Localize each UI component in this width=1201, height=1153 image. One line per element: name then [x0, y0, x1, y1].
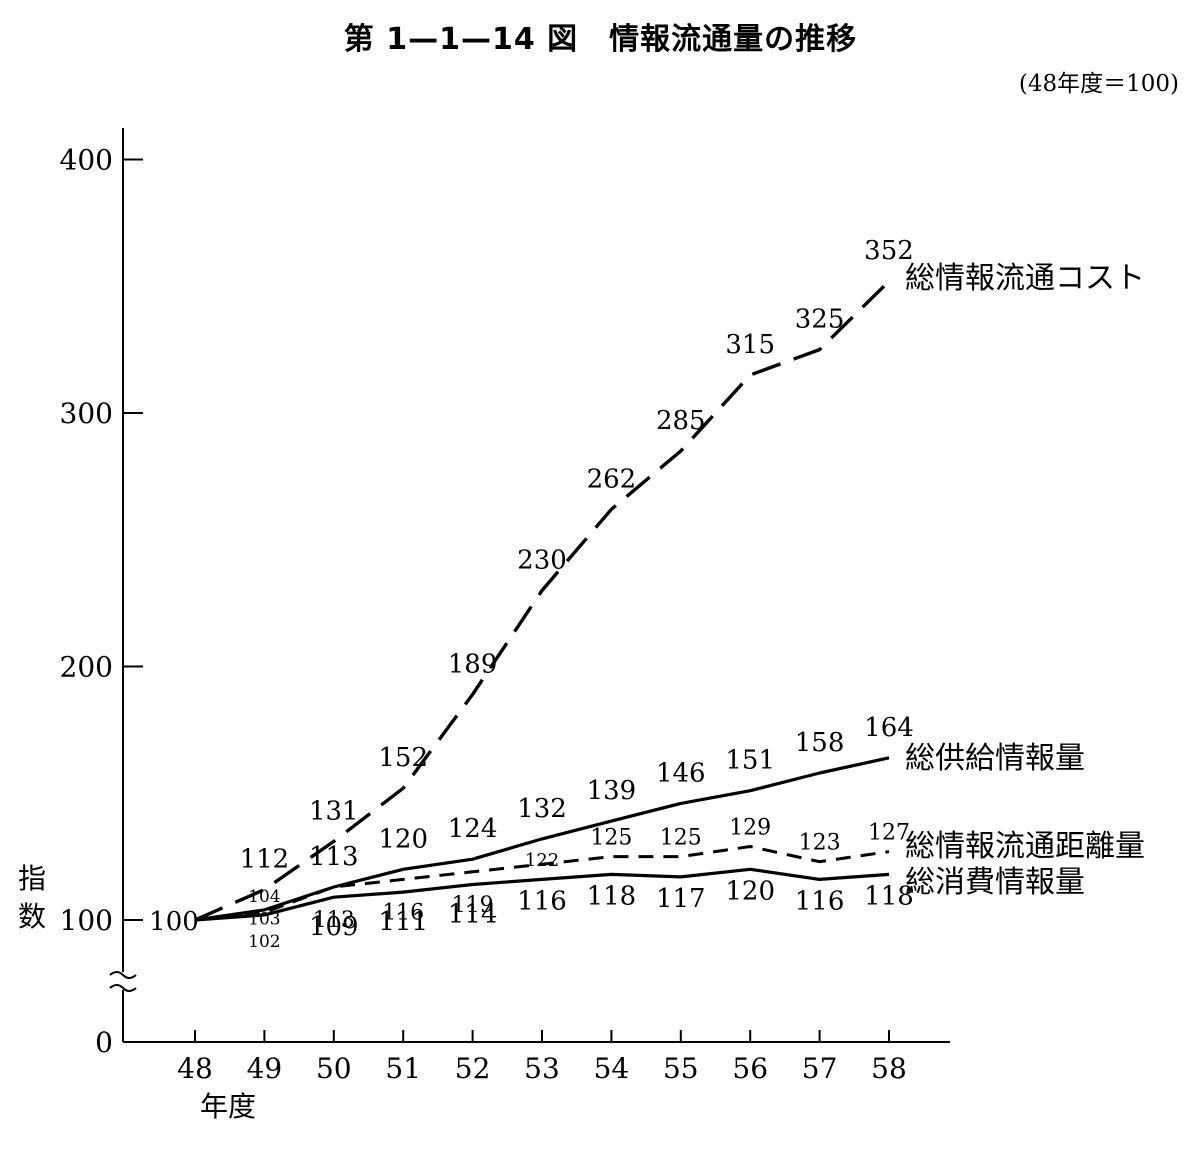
series-line — [194, 845, 890, 922]
data-label: 104 — [248, 887, 280, 907]
x-tick-label: 57 — [802, 1052, 838, 1085]
data-label: 113 — [309, 842, 359, 872]
data-label: 125 — [590, 826, 632, 851]
data-label: 113 — [313, 908, 355, 933]
data-label: 119 — [452, 893, 494, 918]
x-tick-label: 58 — [871, 1052, 907, 1085]
data-label: 100 — [149, 907, 199, 937]
data-label: 118 — [864, 881, 914, 911]
data-label: 116 — [382, 900, 424, 925]
series-name-label: 総消費情報量 — [905, 865, 1085, 900]
data-label: 230 — [517, 545, 567, 575]
x-tick-label: 53 — [524, 1052, 560, 1085]
data-label: 285 — [656, 406, 706, 436]
x-tick-label: 56 — [732, 1052, 768, 1085]
x-tick-label: 54 — [594, 1052, 630, 1085]
axis-break-mark-top — [109, 971, 137, 979]
y-tick-label: 0 — [95, 1026, 113, 1059]
data-label: 123 — [799, 831, 841, 856]
index-base-note: (48年度＝100) — [1018, 71, 1179, 97]
data-label: 151 — [725, 746, 775, 776]
y-tick-label: 100 — [60, 904, 113, 937]
series-name-label: 総情報流通コスト — [905, 261, 1145, 296]
series-name-label: 総情報流通距離量 — [905, 829, 1145, 864]
data-label: 131 — [309, 796, 359, 826]
y-tick-label: 200 — [60, 651, 113, 684]
data-label: 127 — [868, 821, 910, 846]
y-axis-title-char: 指 — [18, 862, 46, 895]
data-label: 315 — [725, 330, 775, 360]
data-label: 139 — [587, 776, 637, 806]
data-label: 129 — [729, 815, 771, 840]
data-label: 116 — [517, 886, 567, 916]
data-label: 120 — [378, 824, 428, 854]
x-tick-label: 48 — [177, 1052, 213, 1085]
data-label: 114 — [448, 900, 498, 930]
data-label: 189 — [448, 649, 498, 679]
data-label: 262 — [587, 464, 637, 494]
data-label: 117 — [656, 884, 706, 914]
series-lines — [194, 279, 891, 922]
data-label: 164 — [864, 713, 914, 743]
data-label: 146 — [656, 758, 706, 788]
data-label: 116 — [795, 886, 845, 916]
series-name-label: 総供給情報量 — [905, 741, 1085, 776]
x-tick-label: 52 — [455, 1052, 491, 1085]
data-label: 152 — [378, 743, 428, 773]
data-labels: 1001121311521892302622853153253521041131… — [149, 236, 914, 952]
data-label: 102 — [248, 932, 280, 952]
data-label: 158 — [795, 728, 845, 758]
x-tick-label: 51 — [385, 1052, 421, 1085]
data-label: 120 — [725, 876, 775, 906]
series-line — [194, 756, 890, 922]
y-tick-label: 300 — [60, 397, 113, 430]
x-axis-title: 年度 — [200, 1090, 256, 1123]
data-label: 124 — [448, 814, 498, 844]
chart-title: 第 1—1—14 図 情報流通量の推移 — [343, 22, 858, 57]
data-label: 132 — [517, 794, 567, 824]
data-label: 325 — [795, 305, 845, 335]
x-tick-label: 50 — [316, 1052, 352, 1085]
series-line — [194, 279, 891, 922]
y-axis-title-char: 数 — [18, 900, 46, 933]
data-label: 111 — [378, 907, 428, 937]
data-label: 112 — [240, 845, 290, 875]
data-label: 125 — [660, 826, 702, 851]
data-label: 122 — [525, 850, 559, 871]
data-label: 109 — [309, 912, 359, 942]
data-label: 103 — [248, 909, 280, 929]
data-label: 118 — [587, 881, 637, 911]
y-tick-label: 400 — [60, 144, 113, 177]
series-line — [194, 867, 890, 922]
x-tick-label: 55 — [663, 1052, 699, 1085]
axis-break-mark-bottom — [109, 984, 137, 992]
x-tick-label: 49 — [247, 1052, 283, 1085]
data-label: 352 — [864, 236, 914, 266]
